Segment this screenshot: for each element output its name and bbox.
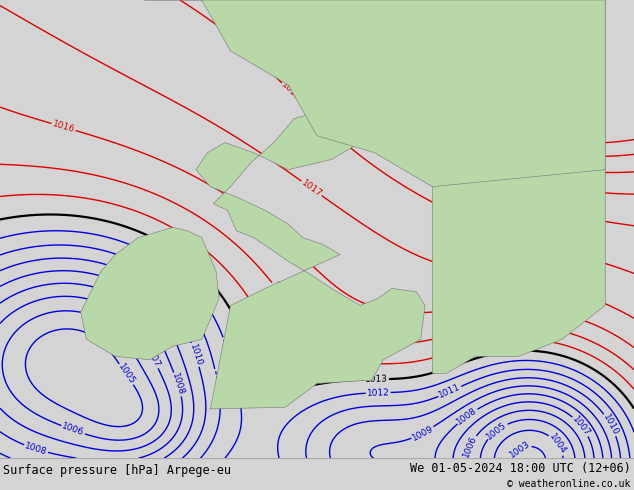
Text: 1020: 1020 [512,173,536,187]
Text: We 01-05-2024 18:00 UTC (12+06): We 01-05-2024 18:00 UTC (12+06) [410,462,631,475]
Text: 1004: 1004 [548,433,568,456]
Text: 1013: 1013 [365,374,388,384]
Text: 1007: 1007 [143,345,162,369]
Text: 1005: 1005 [116,362,136,387]
Text: 1006: 1006 [61,422,86,438]
Text: 1008: 1008 [455,406,479,427]
Text: 1008: 1008 [23,441,48,457]
Text: 1007: 1007 [571,414,592,438]
Polygon shape [196,102,425,409]
Text: 1015: 1015 [269,280,290,304]
Text: 1010: 1010 [188,343,204,367]
Text: 1011: 1011 [437,383,462,400]
Text: 1018: 1018 [280,80,302,103]
Text: 1012: 1012 [219,337,235,361]
Text: © weatheronline.co.uk: © weatheronline.co.uk [507,479,631,490]
Text: 1021: 1021 [434,120,458,140]
Text: 1006: 1006 [462,434,479,459]
Polygon shape [432,0,605,373]
Text: 1023: 1023 [424,77,446,99]
Text: 1009: 1009 [410,424,435,442]
Text: 1017: 1017 [299,178,323,198]
Text: 1003: 1003 [508,440,532,460]
Text: 1010: 1010 [601,413,620,437]
Text: 1008: 1008 [170,372,186,397]
Text: 1009: 1009 [160,318,179,342]
Polygon shape [81,227,219,360]
Text: 1022: 1022 [501,138,526,152]
Text: Surface pressure [hPa] Arpege-eu: Surface pressure [hPa] Arpege-eu [3,465,231,477]
Text: 1012: 1012 [366,388,390,397]
Text: 1014: 1014 [252,307,272,331]
Text: 1016: 1016 [51,120,76,135]
Text: 1005: 1005 [485,420,508,441]
Polygon shape [144,0,605,187]
Text: 1019: 1019 [288,0,307,22]
Text: 1011: 1011 [211,369,224,393]
